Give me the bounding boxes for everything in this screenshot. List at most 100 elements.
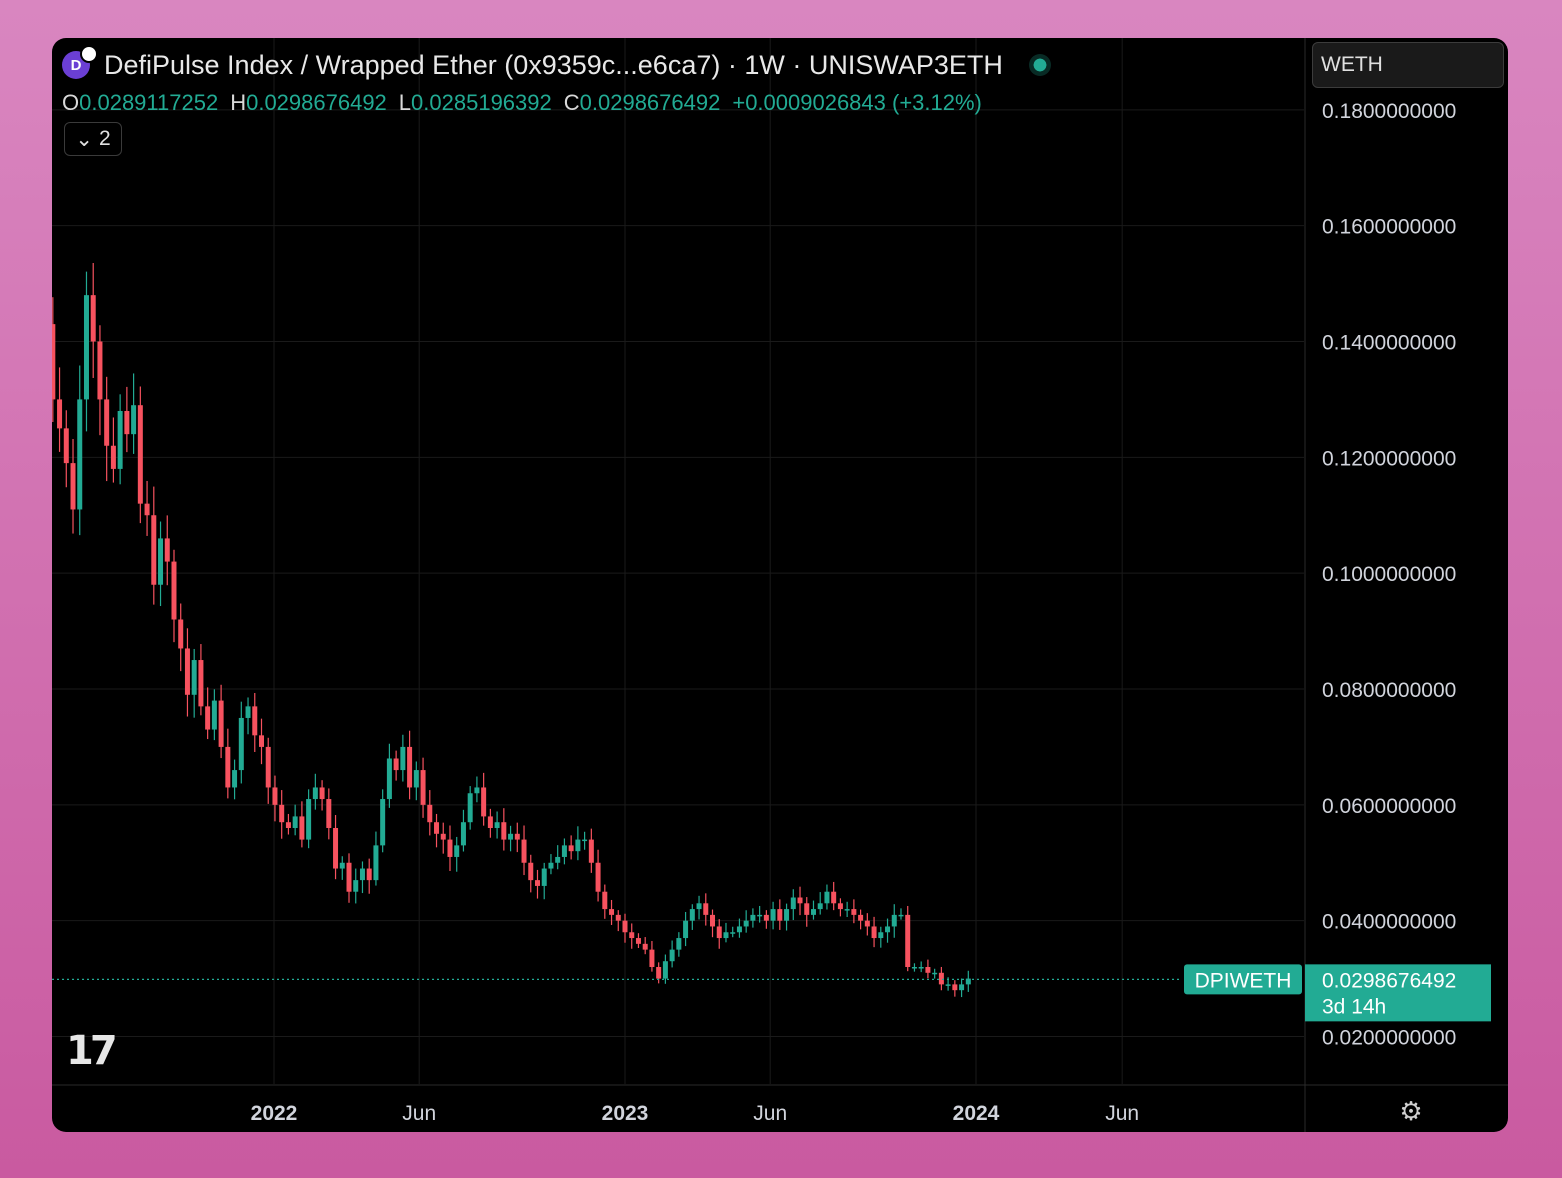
candle-body[interactable] [70,463,76,510]
candle-body[interactable] [723,932,729,939]
candle-body[interactable] [595,862,601,892]
candle-body[interactable] [965,978,971,985]
candle-body[interactable] [878,932,884,939]
candle-body[interactable] [353,880,359,892]
candle-body[interactable] [528,862,534,881]
candle-body[interactable] [885,926,891,933]
candle-body[interactable] [97,341,103,400]
candle-body[interactable] [265,746,271,788]
market-status-icon[interactable] [1028,54,1051,76]
candle-body[interactable] [467,793,473,823]
candle-body[interactable] [837,903,843,910]
candle-body[interactable] [104,399,110,446]
candle-body[interactable] [494,822,500,829]
candle-body[interactable] [858,914,864,921]
candle-body[interactable] [299,816,305,840]
gear-icon[interactable]: ⚙ [1399,1095,1423,1126]
candle-body[interactable] [777,909,783,921]
candle-body[interactable] [211,700,217,730]
candle-body[interactable] [427,804,433,823]
candle-body[interactable] [487,816,493,829]
candle-body[interactable] [178,619,184,649]
candle-body[interactable] [258,735,264,747]
candle-body[interactable] [804,903,810,915]
candle-body[interactable] [844,909,850,911]
candle-body[interactable] [548,862,554,869]
candle-body[interactable] [568,845,574,852]
candle-body[interactable] [911,967,917,969]
candle-body[interactable] [238,717,244,771]
candle-body[interactable] [474,787,480,794]
candle-body[interactable] [137,405,143,504]
candle-body[interactable] [864,920,870,927]
candle-body[interactable] [306,799,312,840]
candle-body[interactable] [413,770,419,788]
candle-body[interactable] [810,909,816,915]
candle-body[interactable] [905,914,911,968]
candle-body[interactable] [609,909,615,915]
candle-body[interactable] [649,949,655,968]
candle-body[interactable] [662,961,668,979]
candle-body[interactable] [945,984,951,986]
candle-body[interactable] [339,862,345,869]
candle-body[interactable] [151,515,157,585]
candle-body[interactable] [898,914,904,917]
candle-body[interactable] [871,926,877,939]
candle-body[interactable] [57,399,63,429]
candle-body[interactable] [824,891,830,904]
candle-body[interactable] [292,816,298,829]
candle-body[interactable] [434,822,440,834]
currency-selector[interactable]: WETH [1312,42,1504,88]
candle-body[interactable] [481,787,487,817]
candle-body[interactable] [851,909,857,915]
symbol-price-tag[interactable] [1184,964,1302,995]
candle-body[interactable] [676,938,682,950]
candle-body[interactable] [602,891,608,910]
candle-body[interactable] [225,746,231,788]
candle-body[interactable] [514,833,520,840]
candle-body[interactable] [245,706,251,718]
candle-body[interactable] [615,914,621,921]
candle-body[interactable] [158,538,164,585]
candle-body[interactable] [521,839,527,863]
candle-body[interactable] [83,295,89,400]
candle-body[interactable] [52,324,56,400]
candle-body[interactable] [629,932,635,939]
candle-body[interactable] [696,903,702,910]
candle-body[interactable] [252,706,258,736]
candle-body[interactable] [460,822,466,846]
candle-body[interactable] [763,914,769,921]
candle-body[interactable] [588,839,594,863]
candle-body[interactable] [346,862,352,892]
symbol-title[interactable]: DefiPulse Index / Wrapped Ether (0x9359c… [104,49,1003,80]
candle-body[interactable] [272,787,278,805]
candle-body[interactable] [508,833,514,840]
candle-body[interactable] [925,967,931,973]
candle-body[interactable] [736,926,742,933]
candle-body[interactable] [131,405,137,435]
candle-body[interactable] [366,868,372,881]
candle-body[interactable] [393,758,399,771]
candle-body[interactable] [110,445,116,469]
candle-body[interactable] [90,295,96,342]
candle-body[interactable] [656,967,662,979]
candle-body[interactable] [555,856,561,863]
candle-body[interactable] [285,822,291,829]
price-chart[interactable]: 0.1800000000 0.1600000000 0.1400000000 0.12… [52,38,1508,1132]
candle-body[interactable] [312,787,318,800]
candle-body[interactable] [730,932,736,934]
candle-body[interactable] [561,845,567,857]
candle-body[interactable] [635,938,641,944]
candle-body[interactable] [797,897,803,904]
tradingview-logo-icon[interactable]: 17 [66,1028,118,1074]
candle-body[interactable] [582,839,588,842]
candle-body[interactable] [817,903,823,910]
candle-body[interactable] [683,920,689,939]
candle-body[interactable] [124,410,130,435]
candle-body[interactable] [164,538,170,562]
candle-body[interactable] [622,920,628,933]
candle-body[interactable] [77,399,83,510]
candle-body[interactable] [380,799,386,846]
candle-body[interactable] [891,914,897,927]
candle-body[interactable] [373,845,379,881]
